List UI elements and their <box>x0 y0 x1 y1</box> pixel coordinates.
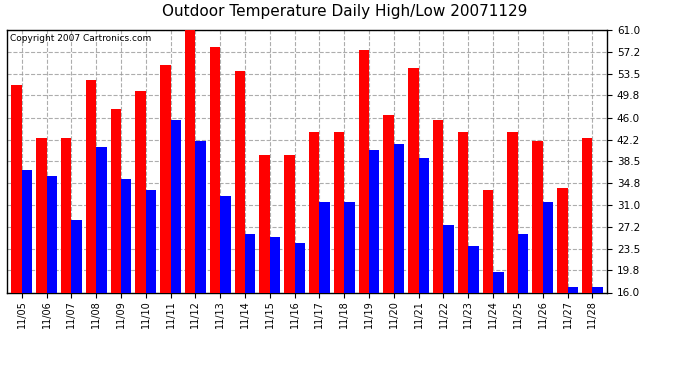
Bar <box>160 65 170 292</box>
Bar <box>245 234 255 292</box>
Bar <box>444 225 454 292</box>
Bar <box>86 80 96 292</box>
Bar <box>507 132 518 292</box>
Bar <box>185 30 195 292</box>
Bar <box>11 86 22 292</box>
Bar <box>22 170 32 292</box>
Bar <box>36 138 47 292</box>
Bar <box>592 286 603 292</box>
Bar <box>195 141 206 292</box>
Bar <box>518 234 529 292</box>
Bar <box>47 176 57 292</box>
Bar <box>532 141 543 292</box>
Bar <box>419 158 429 292</box>
Bar <box>543 202 553 292</box>
Bar <box>61 138 71 292</box>
Bar <box>96 147 107 292</box>
Bar <box>295 243 305 292</box>
Bar <box>270 237 280 292</box>
Bar <box>146 190 156 292</box>
Bar <box>121 179 131 292</box>
Bar <box>394 144 404 292</box>
Bar <box>71 220 82 292</box>
Bar <box>567 286 578 292</box>
Bar <box>309 132 319 292</box>
Bar <box>408 68 419 292</box>
Bar <box>458 132 469 292</box>
Bar <box>235 71 245 292</box>
Bar <box>135 91 146 292</box>
Bar <box>384 115 394 292</box>
Bar <box>319 202 330 292</box>
Bar <box>557 188 567 292</box>
Bar <box>334 132 344 292</box>
Bar <box>582 138 592 292</box>
Bar <box>493 272 504 292</box>
Bar <box>284 155 295 292</box>
Bar <box>483 190 493 292</box>
Bar <box>344 202 355 292</box>
Bar <box>210 48 220 292</box>
Bar <box>369 150 380 292</box>
Bar <box>170 120 181 292</box>
Bar <box>110 109 121 292</box>
Bar <box>259 155 270 292</box>
Text: Copyright 2007 Cartronics.com: Copyright 2007 Cartronics.com <box>10 34 151 43</box>
Bar <box>220 196 230 292</box>
Text: Outdoor Temperature Daily High/Low 20071129: Outdoor Temperature Daily High/Low 20071… <box>162 4 528 19</box>
Bar <box>433 120 444 292</box>
Bar <box>469 246 479 292</box>
Bar <box>359 50 369 292</box>
